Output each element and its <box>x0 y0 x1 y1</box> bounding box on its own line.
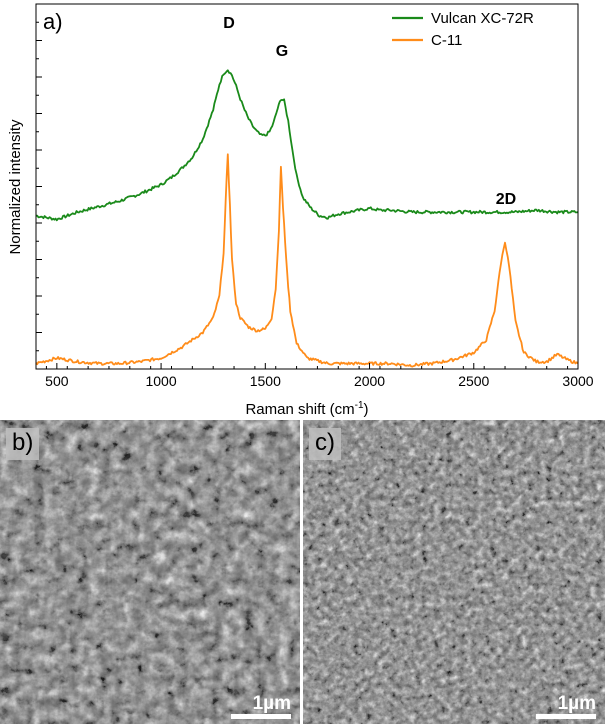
peak-label-2d: 2D <box>496 191 516 208</box>
scale-bar-label-b: 1µm <box>252 693 291 714</box>
x-tick-label: 3000 <box>562 373 593 389</box>
panel-b-label: b) <box>6 428 40 460</box>
series-line-2 <box>35 153 579 368</box>
sem-image-b: b) 1µm <box>0 420 300 724</box>
sem-texture-c <box>303 420 605 724</box>
plot-frame <box>35 3 579 370</box>
peak-label-g: G <box>276 43 288 60</box>
series-line-1 <box>36 69 579 222</box>
x-tick-label: 2000 <box>354 373 385 389</box>
panel-c-label: c) <box>309 428 341 460</box>
scale-bar-label-c: 1µm <box>557 693 596 714</box>
scale-bar-c <box>536 714 596 719</box>
x-tick-label: 1000 <box>145 373 176 389</box>
raman-chart-panel: 500 1000 1500 2000 2500 3000 Vulcan XC-72R C-1… <box>7 3 594 418</box>
legend-entry: C-11 <box>431 32 462 49</box>
sem-texture-b <box>0 420 300 724</box>
panel-a-label: a) <box>43 9 63 34</box>
x-tick-label: 2500 <box>458 373 489 389</box>
x-tick-label: 1500 <box>250 373 281 389</box>
legend-entry: Vulcan XC-72R <box>431 10 534 27</box>
x-tick-label: 500 <box>45 373 69 389</box>
x-axis-label: Raman shift (cm-1) <box>245 400 368 418</box>
raman-chart: 500 1000 1500 2000 2500 3000 Vulcan XC-72R C-1… <box>7 3 594 418</box>
sem-image-c: c) 1µm <box>303 420 605 724</box>
peak-label-d: D <box>223 15 235 32</box>
y-axis-label: Normalized intensity <box>7 119 24 255</box>
scale-bar-b <box>231 714 291 719</box>
